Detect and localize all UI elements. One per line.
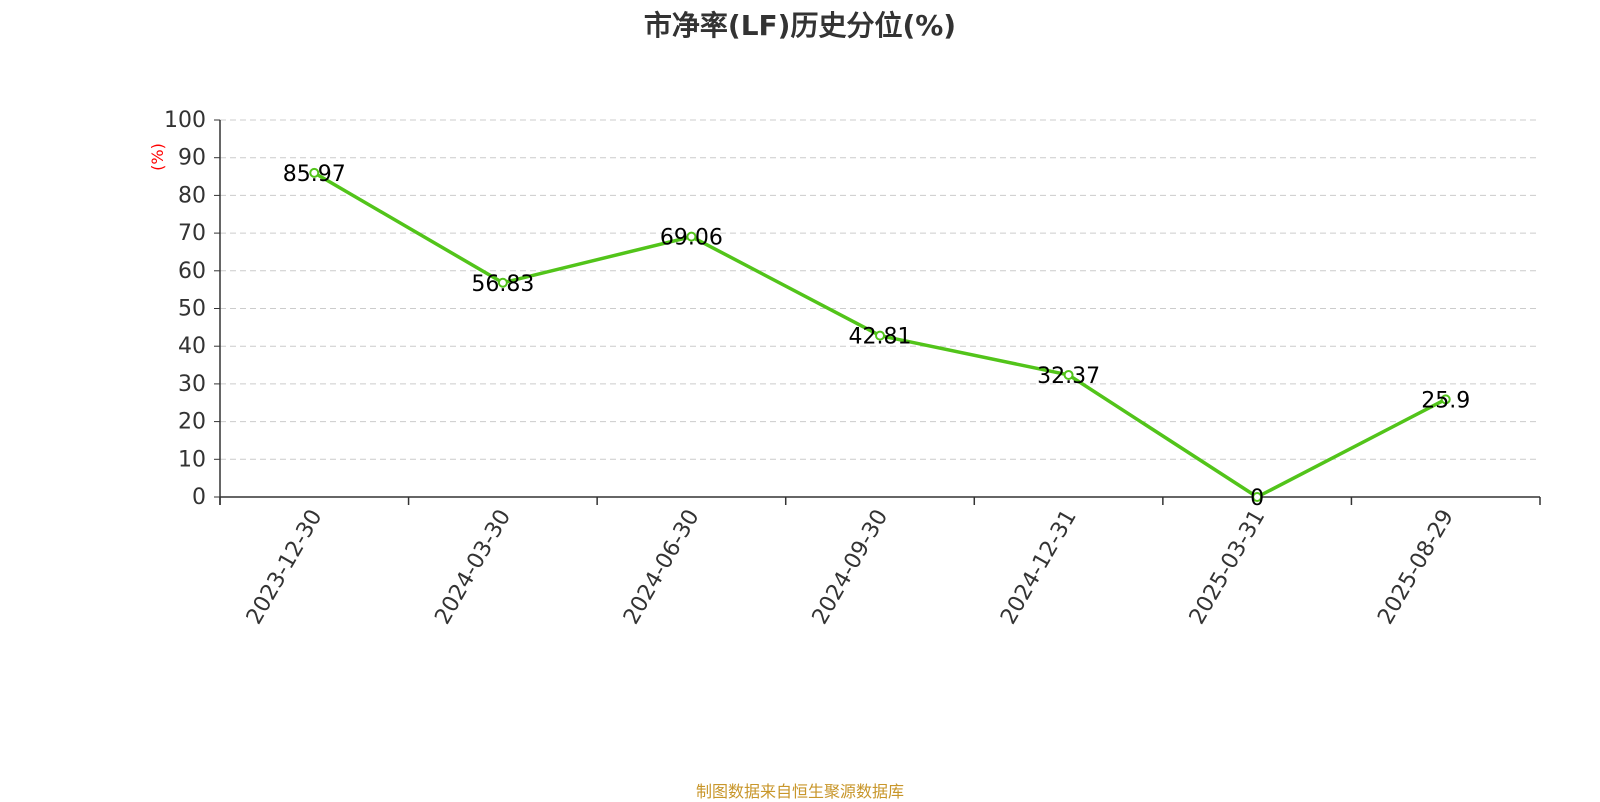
y-tick-label: 60 (178, 259, 206, 284)
x-tick-label: 2025-03-31 (1185, 506, 1271, 629)
data-point (686, 231, 697, 242)
data-point (309, 167, 320, 178)
data-label: 25.9 (1421, 388, 1470, 413)
x-tick-label: 2025-08-29 (1373, 506, 1459, 629)
data-label: 0 (1250, 486, 1264, 511)
x-tick-label: 2024-06-30 (619, 506, 705, 629)
x-tick-label: 2024-09-30 (808, 506, 894, 629)
y-tick-label: 70 (178, 221, 206, 246)
y-tick-label: 90 (178, 146, 206, 171)
y-tick-label: 10 (178, 447, 206, 472)
y-tick-label: 30 (178, 372, 206, 397)
chart-title: 市净率(LF)历史分位(%) (643, 9, 957, 42)
y-tick-label: 80 (178, 183, 206, 208)
y-tick-label: 100 (164, 108, 206, 133)
data-label: 42.81 (849, 325, 912, 350)
data-label: 85.97 (283, 162, 346, 187)
data-label: 56.83 (471, 272, 534, 297)
data-label: 69.06 (660, 226, 723, 251)
data-point (1063, 369, 1074, 380)
data-point (497, 277, 508, 288)
y-tick-label: 0 (192, 485, 206, 510)
data-point (1252, 492, 1263, 502)
y-axis-label: (%) (148, 143, 167, 171)
y-tick-label: 40 (178, 334, 206, 359)
y-tick-label: 50 (178, 297, 206, 322)
x-tick-label: 2024-03-30 (430, 506, 516, 629)
data-point (1440, 394, 1451, 405)
x-tick-label: 2023-12-30 (242, 506, 328, 629)
data-label: 32.37 (1037, 364, 1100, 389)
data-point (875, 330, 885, 341)
footer-source: 制图数据来自恒生聚源数据库 (695, 782, 904, 801)
x-tick-label: 2024-12-31 (996, 506, 1082, 629)
y-tick-label: 20 (178, 410, 206, 435)
